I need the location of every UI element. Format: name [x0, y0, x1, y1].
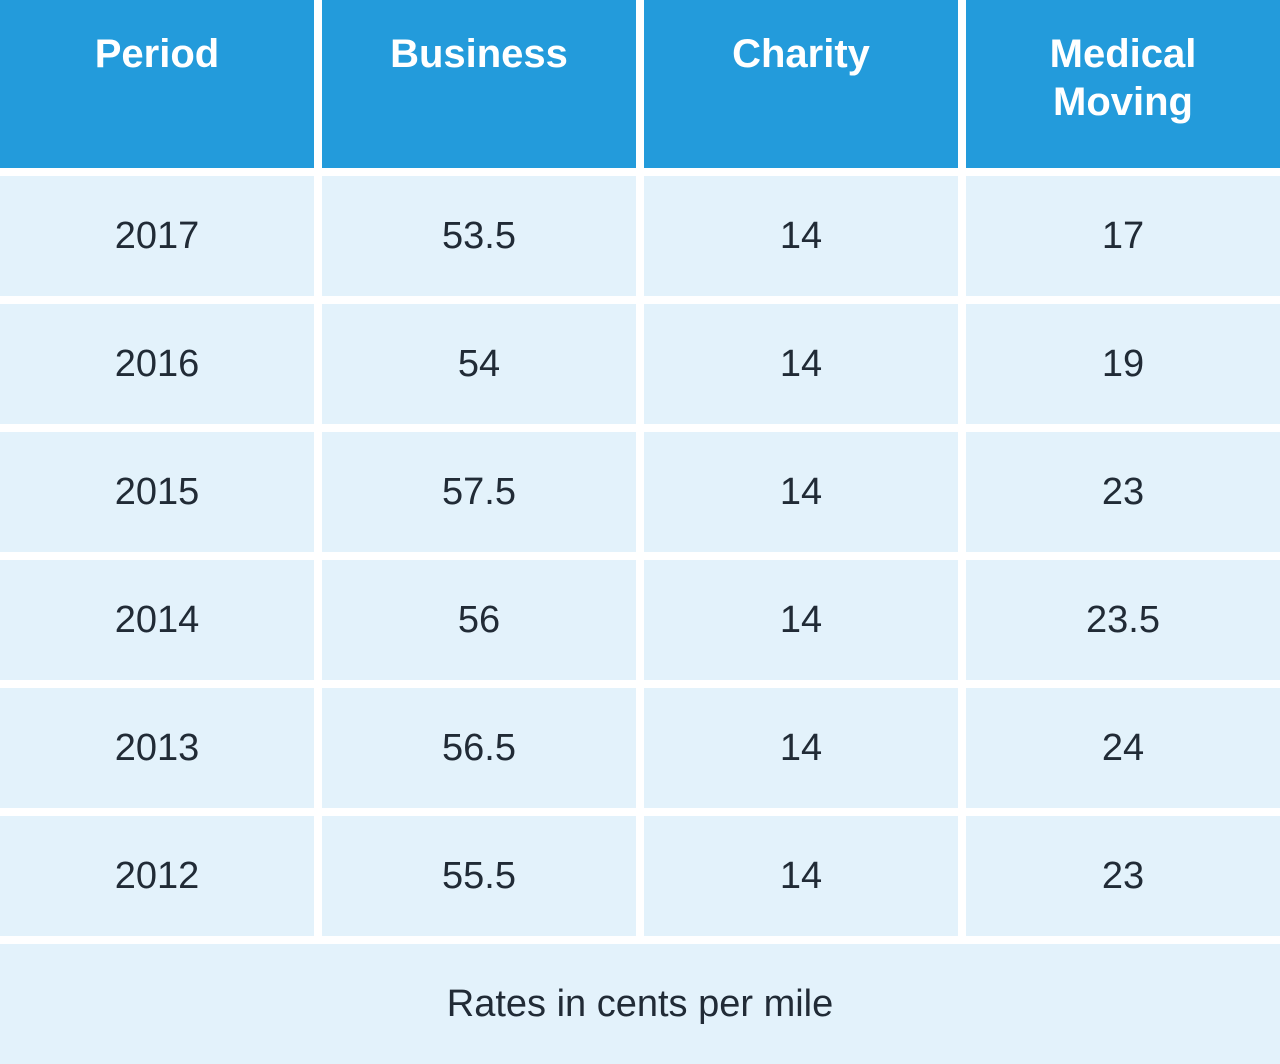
charity-cell: 14 — [644, 688, 958, 808]
charity-cell: 14 — [644, 816, 958, 936]
medical-moving-cell: 19 — [966, 304, 1280, 424]
period-cell: 2017 — [0, 176, 314, 296]
period-cell: 2015 — [0, 432, 314, 552]
period-cell: 2013 — [0, 688, 314, 808]
period-cell: 2016 — [0, 304, 314, 424]
medical-moving-cell: 24 — [966, 688, 1280, 808]
charity-cell: 14 — [644, 432, 958, 552]
medical-moving-cell: 17 — [966, 176, 1280, 296]
table-footnote: Rates in cents per mile — [0, 944, 1280, 1064]
column-header-charity: Charity — [644, 0, 958, 168]
charity-cell: 14 — [644, 176, 958, 296]
charity-cell: 14 — [644, 560, 958, 680]
business-cell: 54 — [322, 304, 636, 424]
period-cell: 2012 — [0, 816, 314, 936]
medical-moving-cell: 23 — [966, 432, 1280, 552]
business-cell: 56 — [322, 560, 636, 680]
medical-moving-cell: 23 — [966, 816, 1280, 936]
business-cell: 57.5 — [322, 432, 636, 552]
business-cell: 55.5 — [322, 816, 636, 936]
medical-moving-cell: 23.5 — [966, 560, 1280, 680]
column-header-medical-moving: Medical Moving — [966, 0, 1280, 168]
period-cell: 2014 — [0, 560, 314, 680]
charity-cell: 14 — [644, 304, 958, 424]
column-header-business: Business — [322, 0, 636, 168]
column-header-period: Period — [0, 0, 314, 168]
business-cell: 53.5 — [322, 176, 636, 296]
business-cell: 56.5 — [322, 688, 636, 808]
